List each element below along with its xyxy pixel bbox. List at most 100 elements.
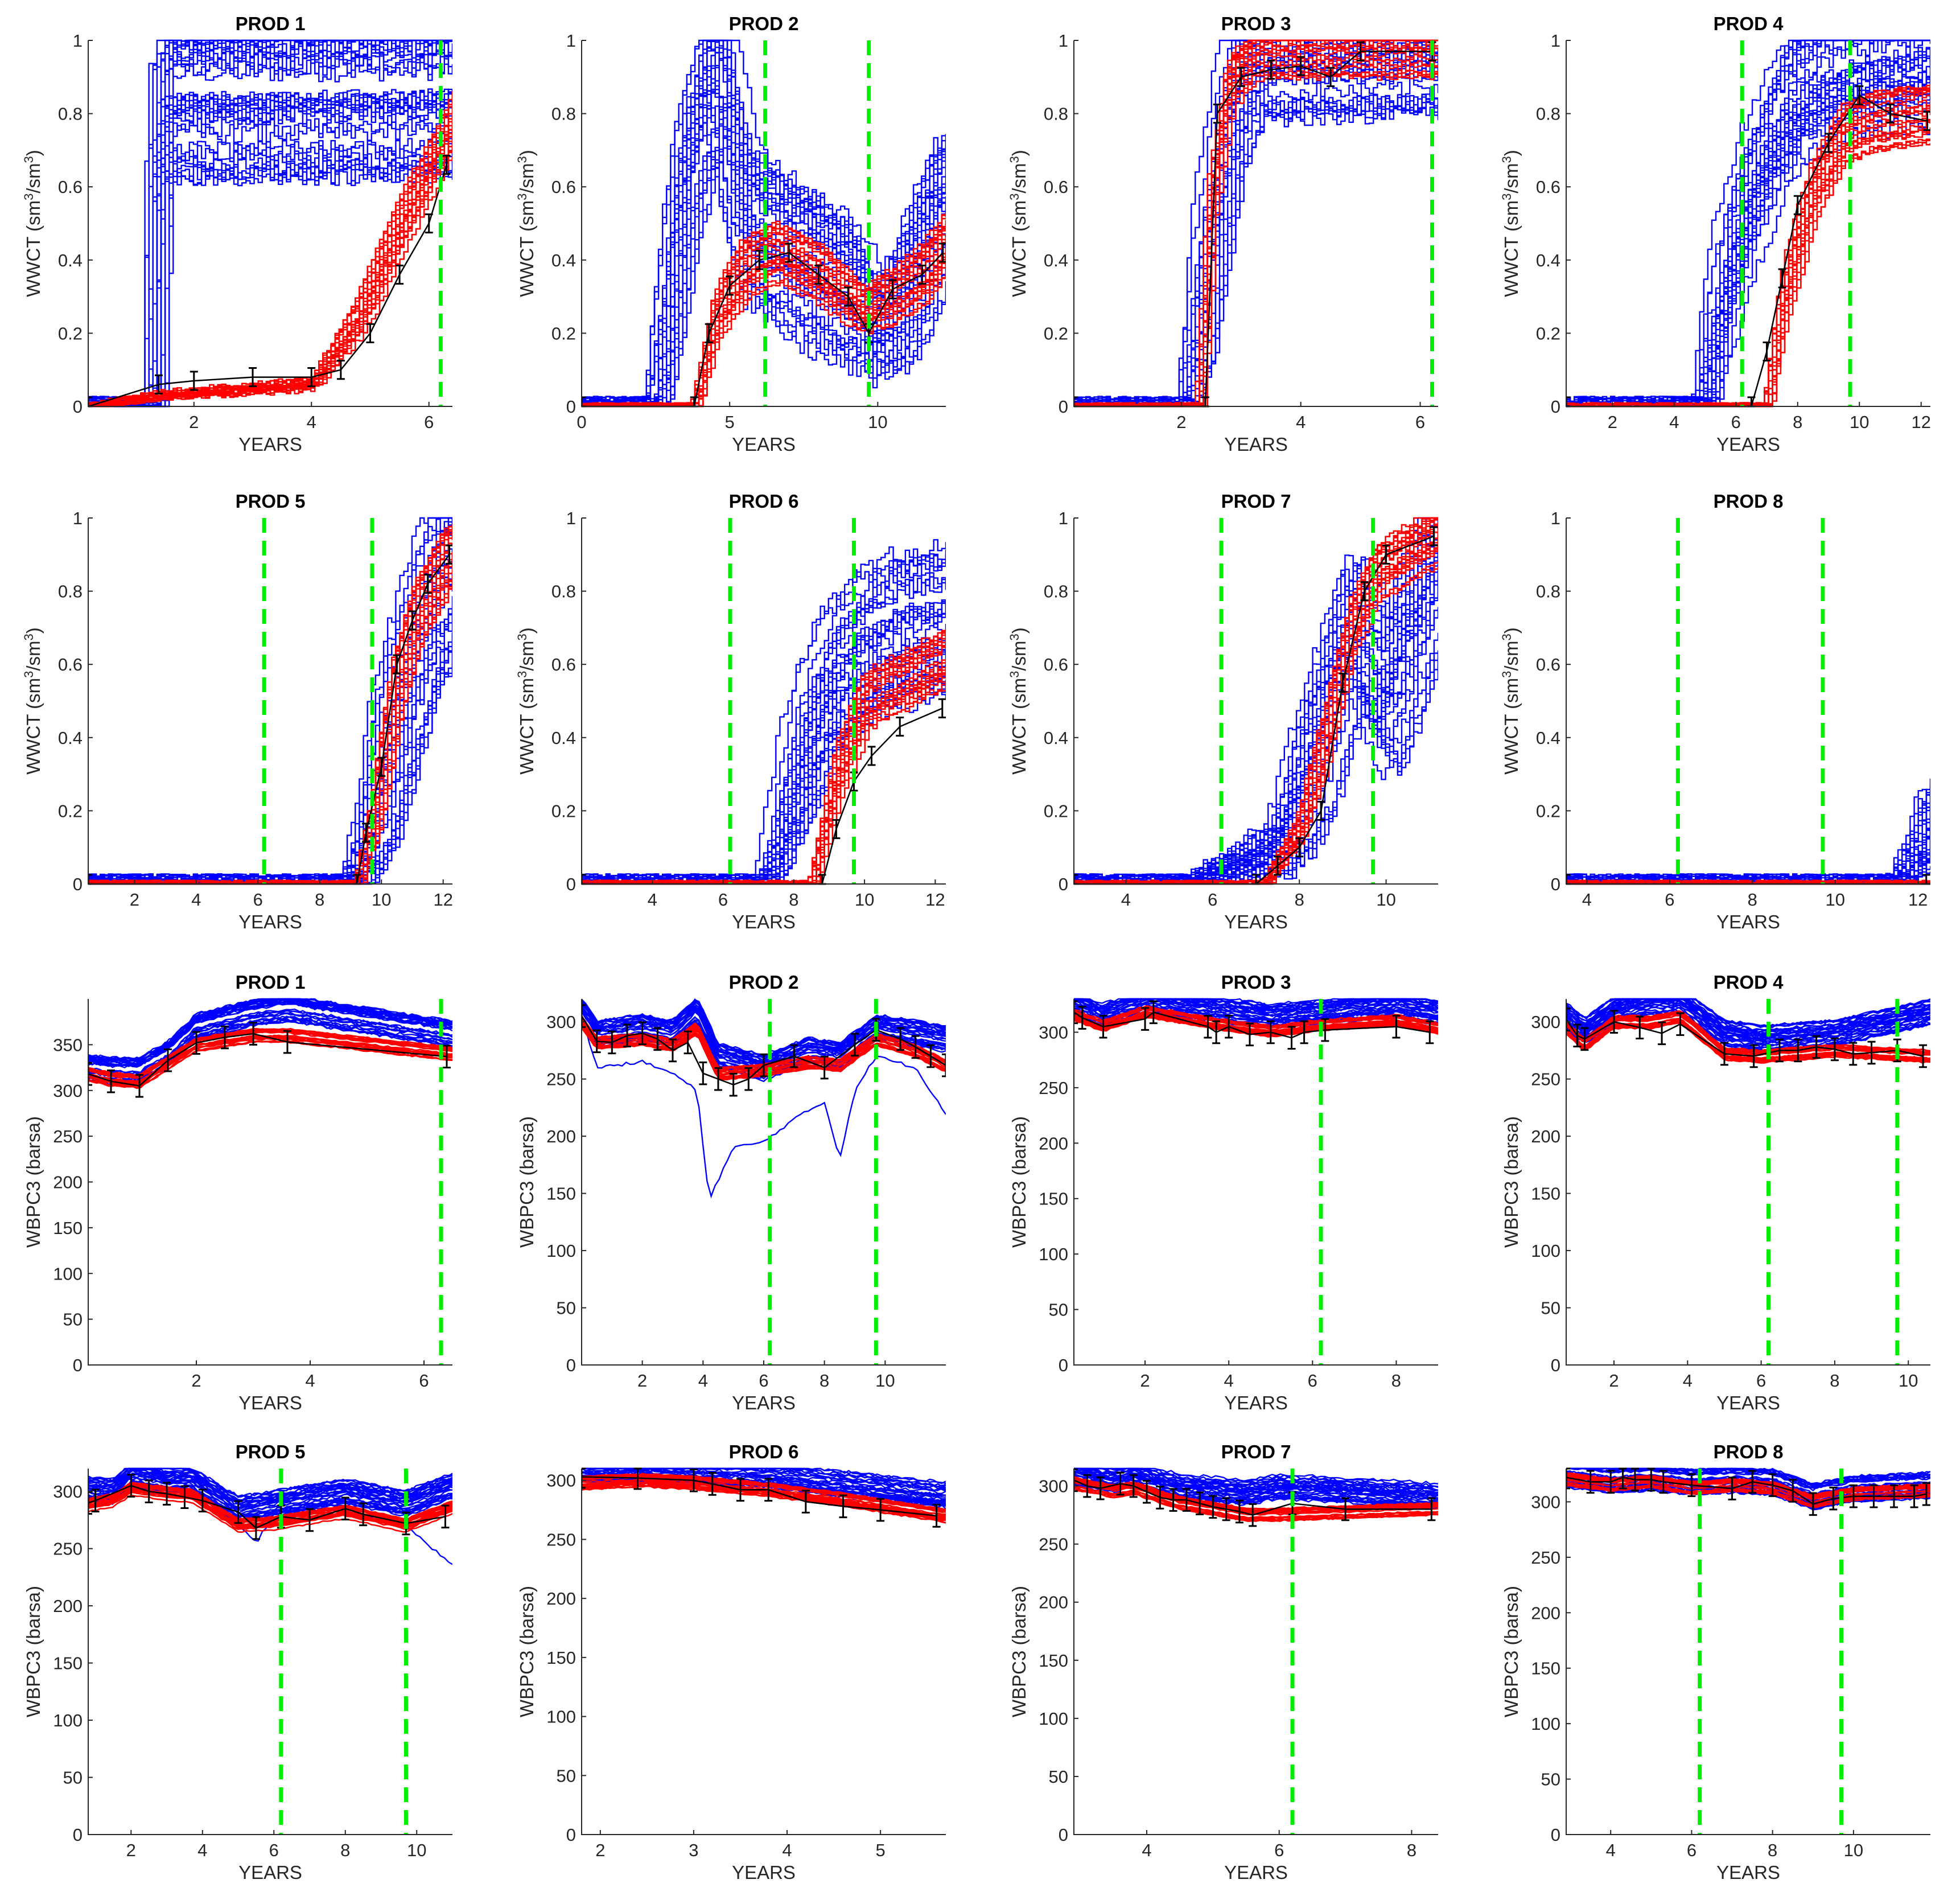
- observed-error-bar: [249, 367, 257, 388]
- series-prior-line: [582, 553, 946, 885]
- observed-error-bar: [918, 264, 926, 285]
- axis-lines: [1566, 518, 1930, 885]
- y-tick-label: 1: [566, 508, 576, 528]
- series-prior-line: [88, 163, 452, 408]
- observed-error-bar: [1586, 1470, 1595, 1494]
- y-tick-label: 0.6: [1536, 655, 1560, 675]
- x-tick-label: 8: [315, 890, 324, 910]
- observed-error-bar: [1245, 1022, 1254, 1047]
- chart-title: PROD 7: [1221, 1441, 1291, 1462]
- observed-error-bar: [1382, 544, 1390, 565]
- x-tick-label: 2: [126, 1840, 136, 1860]
- y-axis-label: WBPC3 (barsa): [23, 1586, 44, 1717]
- y-axis-label: WWCT (sm3/sm3): [1500, 150, 1522, 297]
- observed-error-bar: [443, 1044, 451, 1069]
- observed-error-bar: [911, 1035, 920, 1059]
- x-tick-label: 10: [1850, 412, 1869, 432]
- observed-error-bar: [1356, 41, 1365, 61]
- y-tick-label: 0.4: [1536, 250, 1560, 270]
- observed-error-bar: [744, 1067, 753, 1091]
- y-tick-label: 0.2: [1536, 801, 1560, 821]
- observed-error-bar: [653, 1027, 662, 1051]
- observed-error-bar: [699, 1061, 707, 1085]
- x-tick-label: 12: [1911, 412, 1930, 432]
- y-axis-label: WWCT (sm3/sm3): [515, 150, 538, 297]
- y-tick-label: 200: [53, 1596, 83, 1616]
- series-posterior-line: [582, 646, 946, 885]
- series-prior-line: [1074, 1467, 1438, 1494]
- observed-error-bar: [198, 1488, 207, 1513]
- series-posterior-line: [582, 635, 946, 885]
- chart-title: PROD 3: [1221, 972, 1291, 993]
- series-prior-line: [582, 634, 946, 885]
- series-posterior-line: [582, 1484, 946, 1524]
- series-observed-line: [582, 1476, 937, 1517]
- plot-area: [88, 1467, 452, 1565]
- panel-wbpc3-prod1: 0 50 100 150 200 250 300 350 2 4 6 PROD 1 YEARS WBPC3…: [23, 972, 452, 1413]
- y-tick-label: 300: [1531, 1012, 1560, 1032]
- observed-error-bar: [307, 367, 316, 388]
- observed-error-bar: [1922, 1482, 1930, 1506]
- observed-error-bar: [1426, 1020, 1434, 1044]
- y-tick-label: 250: [546, 1070, 576, 1089]
- y-axis-label: WWCT (sm3/sm3): [1007, 150, 1030, 297]
- y-tick-label: 0.6: [58, 177, 83, 197]
- series-prior-outlier-line: [582, 1015, 946, 1199]
- observed-error-bar: [1580, 1027, 1589, 1051]
- observed-error-bar: [1360, 581, 1369, 602]
- series-posterior-line: [88, 156, 452, 408]
- chart-title: PROD 6: [729, 491, 799, 512]
- panel-wbpc3-prod4: 0 50 100 150 200 250 300 2 4 6 8 10 PROD 4 YEARS WBPC3…: [1501, 972, 1930, 1413]
- x-tick-label: 5: [876, 1840, 886, 1860]
- series-prior-line: [1566, 1002, 1930, 1044]
- series-prior-line: [1566, 788, 1930, 885]
- series-prior-line: [1566, 778, 1930, 885]
- y-tick-label: 200: [1531, 1603, 1560, 1623]
- observed-error-bar: [362, 823, 370, 843]
- observed-error-bar: [192, 1031, 200, 1055]
- y-tick-label: 0.8: [58, 582, 83, 602]
- y-tick-label: 300: [1039, 1022, 1068, 1042]
- series-prior-line: [1074, 1003, 1438, 1021]
- x-tick-label: 6: [424, 412, 434, 432]
- observed-error-bar: [938, 698, 946, 718]
- series-prior-line: [1566, 806, 1930, 885]
- observed-error-bar: [1855, 85, 1864, 106]
- x-axis-label: YEARS: [1716, 434, 1780, 455]
- observed-error-bar: [1169, 1488, 1177, 1512]
- observed-error-bar: [1392, 1014, 1401, 1039]
- observed-error-bar: [1687, 1473, 1696, 1498]
- chart-title: PROD 8: [1714, 491, 1784, 512]
- panel-wwct-prod3: 0 0.2 0.4 0.6 0.8 1 2 4 6 PROD 3 YEARS WWCT (sm3/sm…: [1007, 13, 1438, 455]
- series-prior-line: [582, 644, 946, 885]
- series-prior-line: [582, 603, 946, 885]
- observed-error-bar: [1720, 1042, 1728, 1066]
- series-posterior-line: [88, 560, 452, 885]
- x-tick-label: 4: [1142, 1840, 1151, 1860]
- observed-error-bar: [760, 1053, 768, 1078]
- observed-error-bar: [252, 1516, 260, 1540]
- y-axis-label: WWCT (sm3/sm3): [22, 150, 44, 297]
- observed-error-bar: [1196, 1491, 1204, 1516]
- observed-error-bar: [790, 1044, 798, 1068]
- y-tick-label: 0: [73, 1825, 83, 1845]
- y-tick-label: 0: [566, 1355, 576, 1375]
- observed-error-bar: [180, 1485, 189, 1510]
- y-tick-label: 0.8: [1044, 582, 1068, 602]
- y-tick-label: 50: [1541, 1770, 1560, 1790]
- series-prior-line: [1566, 793, 1930, 885]
- observed-error-bar: [708, 1472, 716, 1496]
- observed-error-bar: [1213, 104, 1221, 124]
- y-tick-label: 300: [546, 1471, 576, 1491]
- plot-area: [582, 1467, 946, 1528]
- x-tick-label: 10: [372, 890, 391, 910]
- y-tick-label: 200: [1039, 1133, 1068, 1153]
- y-tick-label: 1: [1551, 31, 1560, 51]
- series-prior-line: [582, 634, 946, 885]
- x-tick-label: 8: [340, 1840, 350, 1860]
- series-posterior-line: [1566, 85, 1930, 408]
- x-tick-label: 4: [1683, 1371, 1693, 1391]
- observed-error-bar: [1116, 1471, 1125, 1496]
- panel-wwct-prod8: 0 0.2 0.4 0.6 0.8 1 4 6 8 10 12 PROD 8 YEARS WWCT (sm…: [1500, 491, 1930, 932]
- series-prior-line: [582, 648, 946, 885]
